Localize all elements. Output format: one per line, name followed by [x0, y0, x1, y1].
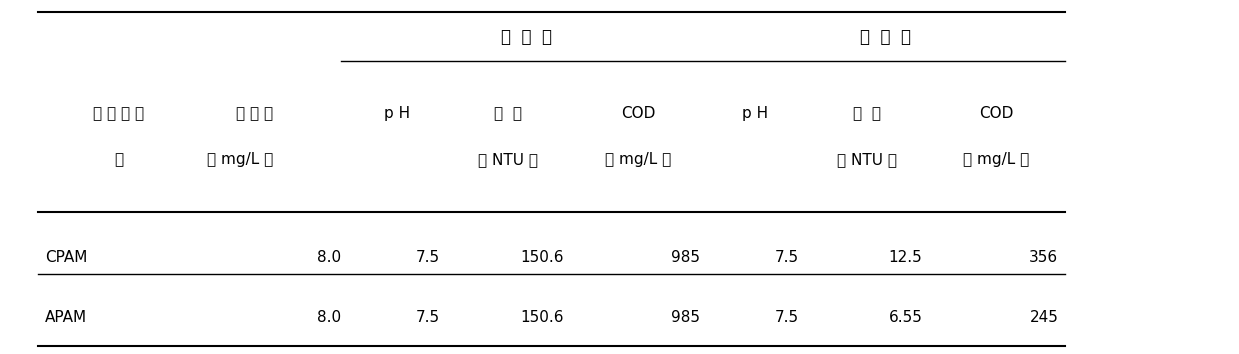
Text: 浊  度: 浊 度 — [494, 106, 523, 121]
Text: 7.5: 7.5 — [416, 250, 440, 265]
Text: 8.0: 8.0 — [317, 310, 342, 325]
Text: 7.5: 7.5 — [774, 310, 799, 325]
Text: 处  理  前: 处 理 前 — [502, 28, 553, 46]
Text: 985: 985 — [670, 250, 700, 265]
Text: 絮 凝 剂 种: 絮 凝 剂 种 — [93, 106, 145, 121]
Text: COD: COD — [979, 106, 1014, 121]
Text: CPAM: CPAM — [45, 250, 87, 265]
Text: 150.6: 150.6 — [520, 310, 564, 325]
Text: 投 加 量: 投 加 量 — [237, 106, 274, 121]
Text: 12.5: 12.5 — [888, 250, 922, 265]
Text: 8.0: 8.0 — [317, 250, 342, 265]
Text: 150.6: 150.6 — [520, 250, 564, 265]
Text: （ mg/L ）: （ mg/L ） — [605, 152, 672, 167]
Text: 245: 245 — [1030, 310, 1058, 325]
Text: 7.5: 7.5 — [774, 250, 799, 265]
Text: （ mg/L ）: （ mg/L ） — [964, 152, 1030, 167]
Text: APAM: APAM — [45, 310, 87, 325]
Text: p H: p H — [742, 106, 768, 121]
Text: 浊  度: 浊 度 — [852, 106, 881, 121]
Text: （ NTU ）: （ NTU ） — [478, 152, 538, 167]
Text: 985: 985 — [670, 310, 700, 325]
Text: 处  理  后: 处 理 后 — [860, 28, 911, 46]
Text: 6.55: 6.55 — [888, 310, 922, 325]
Text: 356: 356 — [1030, 250, 1058, 265]
Text: 7.5: 7.5 — [416, 310, 440, 325]
Text: （ NTU ）: （ NTU ） — [836, 152, 897, 167]
Text: COD: COD — [621, 106, 655, 121]
Text: p H: p H — [384, 106, 410, 121]
Text: 类: 类 — [114, 152, 124, 167]
Text: （ mg/L ）: （ mg/L ） — [207, 152, 274, 167]
